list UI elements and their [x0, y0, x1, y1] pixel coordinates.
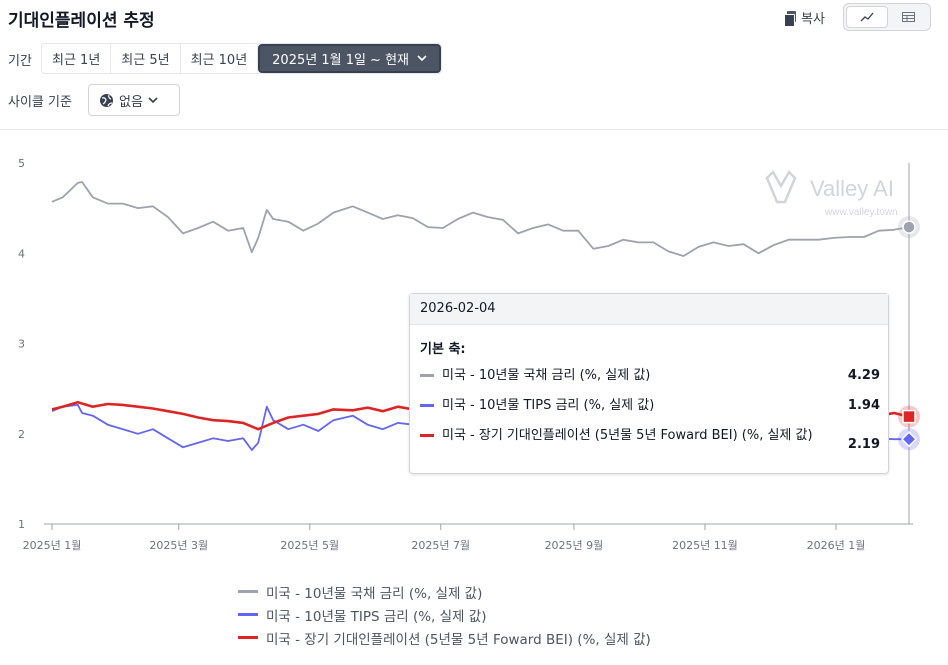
y-axis: 1 2 3 4 5 [18, 157, 25, 531]
tooltip-swatch [420, 434, 434, 437]
tooltip-date: 2026-02-04 [410, 294, 888, 325]
legend-label: 미국 - 장기 기대인플레이션 (5년물 5년 Foward BEI) (%, … [266, 631, 651, 648]
chart-view-button[interactable] [846, 6, 888, 28]
tooltip-series-value: 1.94 [847, 398, 880, 413]
legend-item[interactable]: 미국 - 10년물 TIPS 금리 (%, 실제 값) [238, 603, 651, 626]
table-view-button[interactable] [888, 6, 928, 28]
period-label: 기간 [8, 54, 32, 69]
y-tick-label: 2 [18, 428, 25, 441]
legend-swatch [238, 590, 258, 593]
x-tick-label: 2025년 11월 [672, 539, 738, 552]
hover-layer [898, 163, 920, 524]
legend-swatch [238, 636, 258, 639]
y-tick-label: 5 [18, 157, 25, 170]
table-icon [901, 12, 915, 22]
line-chart-icon [860, 12, 874, 22]
period-option-5y[interactable]: 최근 5년 [111, 44, 181, 73]
legend-item[interactable]: 미국 - 장기 기대인플레이션 (5년물 5년 Foward BEI) (%, … [238, 626, 651, 649]
x-tick-label: 2025년 9월 [545, 539, 604, 552]
chevron-down-icon [148, 96, 158, 103]
legend-label: 미국 - 10년물 국채 금리 (%, 실제 값) [266, 585, 483, 602]
legend-item[interactable]: 미국 - 10년물 국채 금리 (%, 실제 값) [238, 580, 651, 603]
valley-logo-icon [765, 169, 797, 204]
x-tick-label: 2025년 5월 [280, 539, 339, 552]
page-title: 기대인플레이션 추정 [8, 11, 155, 31]
watermark-brand: Valley AI [810, 176, 894, 201]
watermark: Valley AI www.valley.town [765, 169, 898, 218]
hover-point [900, 431, 918, 448]
period-selector: 최근 1년 최근 5년 최근 10년 2025년 1월 1일 ~ 현재 [41, 43, 443, 74]
period-option-1y[interactable]: 최근 1년 [42, 44, 112, 73]
x-tick-label: 2025년 1월 [23, 539, 82, 552]
globe-icon [100, 93, 113, 107]
legend-label: 미국 - 10년물 TIPS 금리 (%, 실제 값) [266, 608, 487, 625]
hover-point [902, 409, 916, 424]
cycle-label: 사이클 기준 [8, 95, 72, 110]
chart-legend: 미국 - 10년물 국채 금리 (%, 실제 값) 미국 - 10년물 TIPS… [238, 580, 651, 649]
tooltip-series-name: 미국 - 10년물 국채 금리 (%, 실제 값) [442, 368, 651, 383]
x-tick-label: 2025년 7월 [411, 539, 470, 552]
period-custom-range-button[interactable]: 2025년 1월 1일 ~ 현재 [258, 44, 442, 73]
copy-icon [784, 10, 796, 27]
tooltip-swatch [420, 404, 434, 407]
tooltip-series-value: 2.19 [847, 437, 880, 452]
header-divider [0, 129, 948, 130]
legend-swatch [238, 613, 258, 616]
tooltip-row: 미국 - 10년물 TIPS 금리 (%, 실제 값) 1.94 [420, 397, 880, 415]
series-line [51, 403, 909, 451]
x-tick-label: 2026년 1월 [807, 539, 866, 552]
chart-area[interactable]: Valley AI www.valley.town 1 2 3 4 5 2025년 1월… [0, 130, 948, 570]
chart-tooltip: 2026-02-04 기본 축: 미국 - 10년물 국채 금리 (%, 실제 … [409, 293, 889, 474]
copy-label: 복사 [801, 12, 825, 27]
view-toggle [843, 3, 931, 31]
copy-button[interactable]: 복사 [784, 8, 825, 27]
tooltip-axis-label: 기본 축: [420, 342, 466, 357]
tooltip-row: 미국 - 장기 기대인플레이션 (5년물 5년 Foward BEI) (%, … [420, 427, 880, 454]
cycle-value: 없음 [119, 94, 143, 110]
period-range-label: 2025년 1월 1일 ~ 현재 [272, 53, 410, 68]
hover-point [902, 220, 916, 234]
period-option-10y[interactable]: 최근 10년 [180, 44, 259, 73]
tooltip-series-name: 미국 - 10년물 TIPS 금리 (%, 실제 값) [442, 398, 655, 413]
watermark-url: www.valley.town [824, 207, 898, 218]
tooltip-swatch [420, 374, 434, 377]
tooltip-series-value: 4.29 [847, 368, 880, 383]
tooltip-series-name: 미국 - 장기 기대인플레이션 (5년물 5년 Foward BEI) (%, … [442, 428, 813, 443]
cycle-select[interactable]: 없음 [88, 84, 180, 116]
x-axis: 2025년 1월 2025년 3월 2025년 5월 2025년 7월 2025년 9월… [23, 523, 913, 552]
y-tick-label: 4 [18, 247, 25, 260]
chevron-down-icon [417, 55, 427, 62]
x-tick-label: 2025년 3월 [149, 539, 208, 552]
tooltip-row: 미국 - 10년물 국채 금리 (%, 실제 값) 4.29 [420, 367, 880, 385]
y-tick-label: 1 [18, 518, 25, 531]
series-line [51, 181, 910, 257]
y-tick-label: 3 [18, 338, 25, 351]
